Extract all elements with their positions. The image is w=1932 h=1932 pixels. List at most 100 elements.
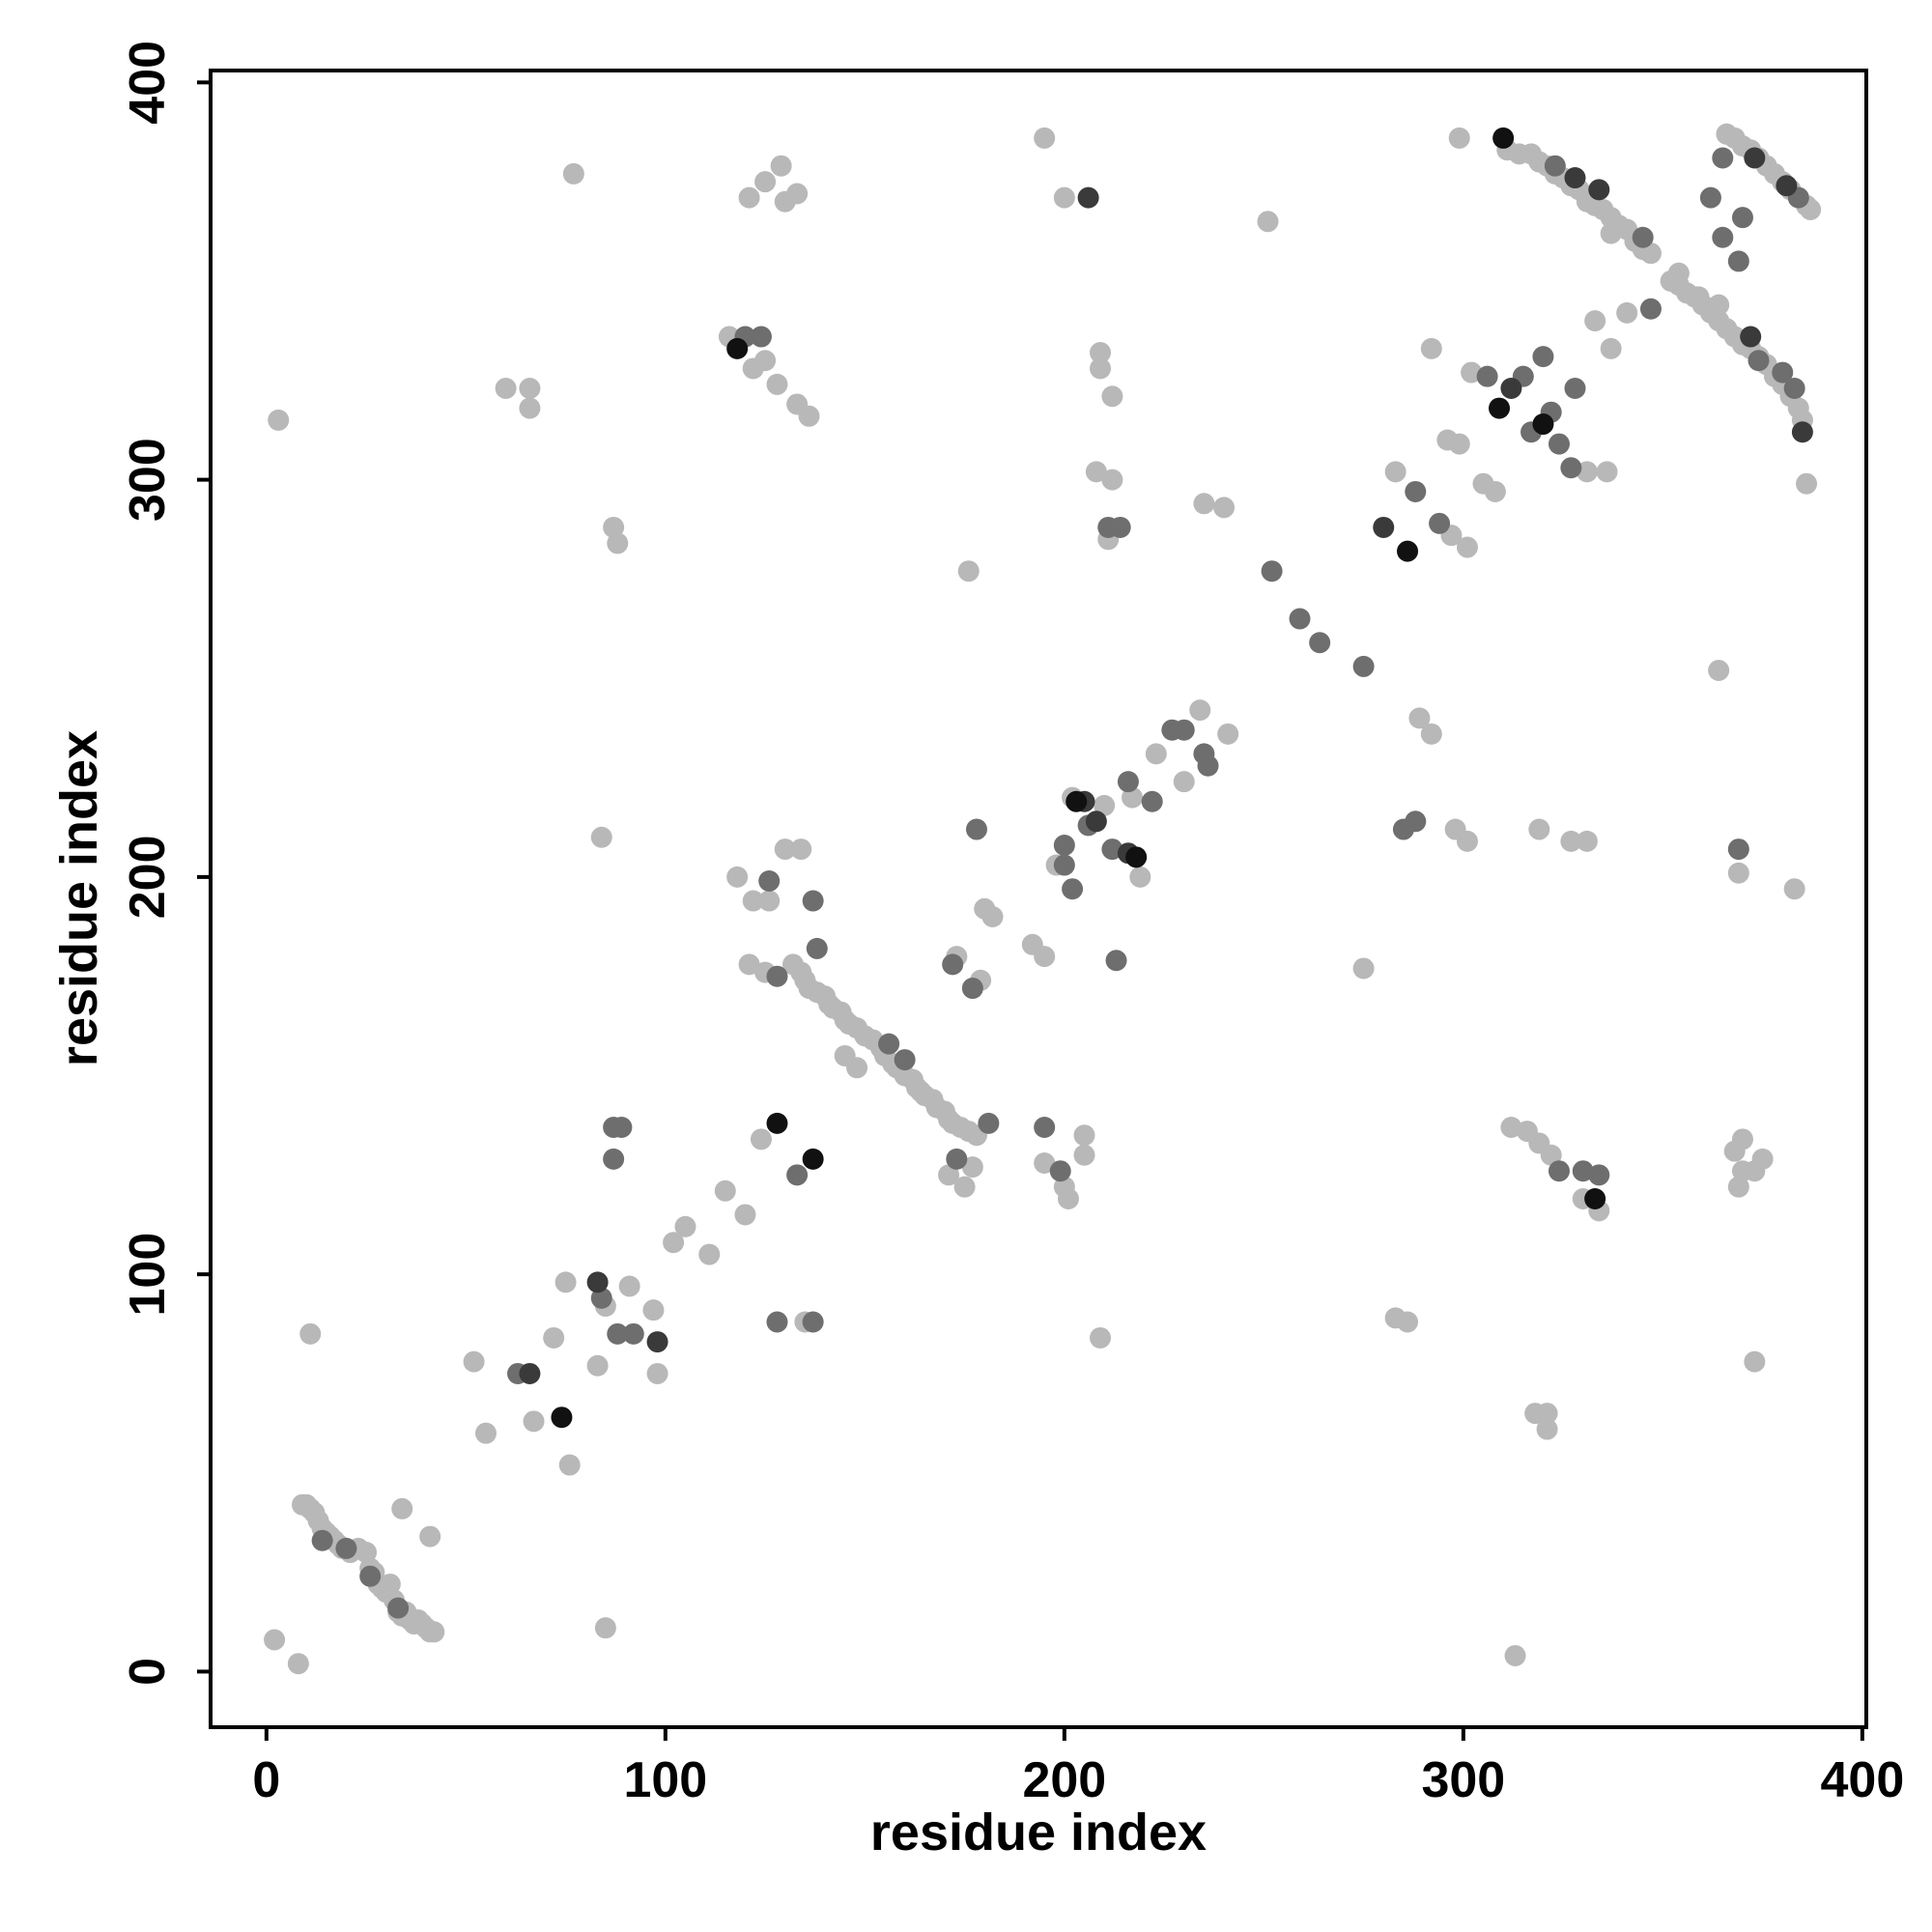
point <box>1576 461 1598 483</box>
point <box>1173 719 1195 741</box>
point <box>1600 222 1622 244</box>
point <box>586 1271 609 1293</box>
point <box>558 1454 581 1476</box>
point <box>1708 660 1730 682</box>
point <box>1049 1160 1071 1182</box>
point <box>1090 342 1112 364</box>
point <box>1122 786 1144 809</box>
point <box>1747 350 1770 372</box>
point <box>1090 357 1112 380</box>
point <box>1727 838 1749 861</box>
point <box>1744 147 1766 169</box>
point <box>1213 497 1236 519</box>
point <box>1197 754 1219 777</box>
point <box>953 1176 976 1198</box>
point <box>590 826 612 848</box>
point <box>1073 1124 1095 1147</box>
point <box>1500 1116 1522 1138</box>
point <box>1484 480 1506 502</box>
point <box>586 1354 609 1377</box>
point <box>1532 413 1554 436</box>
point <box>519 1362 541 1384</box>
point <box>1420 723 1442 745</box>
point <box>957 560 980 582</box>
point <box>1257 211 1279 233</box>
point <box>1667 262 1690 284</box>
point <box>774 190 796 213</box>
point <box>1584 1188 1606 1210</box>
point <box>674 1215 696 1237</box>
point <box>1744 1350 1766 1373</box>
point <box>1576 830 1598 852</box>
point <box>1053 186 1075 209</box>
point <box>742 890 764 912</box>
y-tick-label: 300 <box>120 438 176 522</box>
point <box>1639 298 1662 320</box>
point <box>1536 1418 1558 1440</box>
point <box>642 1299 665 1321</box>
point <box>618 1275 640 1297</box>
point <box>1564 167 1586 189</box>
point <box>1141 790 1163 812</box>
point <box>646 1362 668 1384</box>
point <box>1085 810 1107 833</box>
point <box>1405 480 1427 502</box>
point <box>1500 378 1522 400</box>
point <box>1783 378 1805 400</box>
point <box>1125 846 1148 868</box>
point <box>264 1629 286 1651</box>
x-tick-label: 400 <box>1820 1752 1904 1808</box>
point <box>942 953 964 976</box>
point <box>1373 516 1395 538</box>
point <box>590 1287 612 1309</box>
point <box>1476 365 1498 387</box>
point <box>806 937 828 959</box>
point <box>1727 1176 1749 1198</box>
point <box>603 516 625 538</box>
y-tick-label: 0 <box>120 1658 176 1686</box>
point <box>1065 790 1088 812</box>
point <box>798 405 820 427</box>
x-tick-label: 200 <box>1022 1752 1106 1808</box>
point <box>1077 186 1099 209</box>
point <box>1101 838 1123 861</box>
point <box>1397 1311 1419 1333</box>
point <box>786 1164 809 1186</box>
point <box>714 1179 736 1202</box>
point <box>1548 433 1570 455</box>
point <box>774 838 796 861</box>
point <box>1448 127 1470 149</box>
point <box>1109 516 1131 538</box>
point <box>554 1271 577 1293</box>
point <box>1584 310 1606 332</box>
y-axis-label: residue index <box>50 730 108 1066</box>
point <box>562 162 584 185</box>
y-tick-label: 100 <box>120 1233 176 1317</box>
point <box>463 1350 485 1373</box>
point <box>1053 834 1075 856</box>
point <box>1712 147 1734 169</box>
point <box>1532 346 1554 368</box>
point <box>1492 127 1515 149</box>
point <box>1073 1144 1095 1166</box>
point <box>1261 560 1283 582</box>
point <box>1117 771 1139 793</box>
point <box>758 869 781 892</box>
point <box>1053 854 1075 876</box>
point <box>268 409 290 431</box>
point <box>758 890 781 912</box>
y-tick-label: 400 <box>120 41 176 125</box>
point <box>766 373 788 395</box>
point <box>387 1597 410 1619</box>
point <box>1751 1148 1774 1170</box>
point <box>1085 461 1107 483</box>
point <box>1105 950 1127 972</box>
point <box>355 1542 378 1564</box>
point <box>1504 1644 1526 1666</box>
points <box>264 123 1822 1675</box>
point <box>1420 337 1442 359</box>
point <box>1540 1144 1562 1166</box>
point <box>551 1406 573 1429</box>
point <box>1796 472 1818 495</box>
